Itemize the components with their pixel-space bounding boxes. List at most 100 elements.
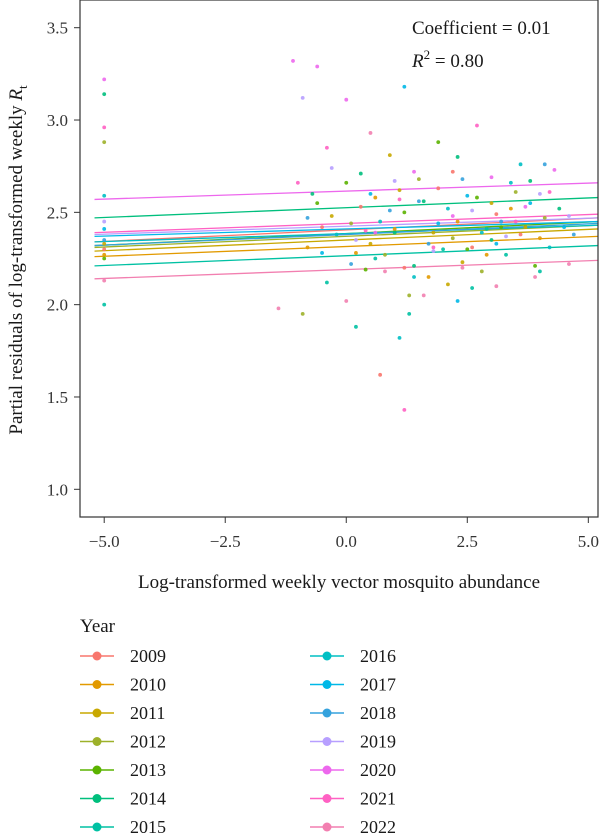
data-point-2009-1 <box>320 225 324 230</box>
y-tick-label-2: 2.0 <box>47 296 68 315</box>
data-point-2011-8 <box>387 153 392 158</box>
data-point-2011-6 <box>489 201 494 206</box>
data-point-2017-6 <box>494 241 499 246</box>
x-tick-label-3: 2.5 <box>457 532 478 551</box>
data-point-2011-2 <box>368 241 373 246</box>
data-point-2010-3 <box>392 227 397 231</box>
data-point-2021-2 <box>324 145 329 150</box>
data-point-2013-7 <box>533 263 537 268</box>
data-point-2015-4 <box>441 247 445 252</box>
data-point-2013-1 <box>315 201 320 206</box>
data-point-2016-3 <box>412 275 416 279</box>
legend-key-dot-2015 <box>92 822 102 832</box>
data-point-2022-5 <box>460 265 465 270</box>
data-point-2010-1 <box>305 245 310 250</box>
data-point-2019-3 <box>392 179 397 183</box>
data-point-2020-5 <box>412 169 416 174</box>
legend-label-2022: 2022 <box>360 817 396 833</box>
y-axis: 1.0 1.5 2.0 2.5 3.0 3.5 <box>47 19 80 499</box>
data-point-2012-9 <box>407 293 412 298</box>
trend-line-2016 <box>94 224 599 243</box>
legend-key-dot-2010 <box>92 680 102 689</box>
x-tick-label-2: 0.0 <box>336 532 357 551</box>
data-point-2018-7 <box>542 162 547 167</box>
trend-line-2018 <box>94 222 599 247</box>
y-axis-title-main: Partial residuals of log-transformed wee… <box>6 101 27 435</box>
x-tick-label-4: 5.0 <box>578 532 599 551</box>
legend-label-2021: 2021 <box>360 789 396 809</box>
data-point-2020-0 <box>102 77 107 82</box>
legend-label-2012: 2012 <box>130 732 166 752</box>
data-point-2015-1 <box>324 280 329 285</box>
data-point-2021-5 <box>431 245 436 250</box>
data-point-2013-3 <box>402 210 407 215</box>
legend-label-2015: 2015 <box>130 817 166 833</box>
trend-line-2020 <box>94 182 599 201</box>
trend-line-2017 <box>94 220 599 237</box>
data-point-2012-7 <box>513 190 518 194</box>
y-axis-title: Partial residuals of log-transformed wee… <box>6 85 30 435</box>
legend-key-dot-2012 <box>92 737 102 746</box>
data-point-2020-7 <box>489 175 494 180</box>
data-point-2009-2 <box>358 204 363 209</box>
legend-key-dot-2013 <box>92 765 102 775</box>
data-point-2016-7 <box>547 245 552 250</box>
data-point-2019-7 <box>538 191 542 196</box>
data-point-2020-2 <box>315 64 320 69</box>
plot-panel-border <box>79 0 599 518</box>
data-point-2010-6 <box>484 252 489 257</box>
legend-key-dot-2021 <box>322 794 332 803</box>
data-point-2013-6 <box>499 225 504 230</box>
data-point-2018-5 <box>460 177 465 182</box>
data-point-2012-5 <box>450 236 455 241</box>
data-point-2011-0 <box>102 241 107 246</box>
trend-line-2012 <box>94 224 599 249</box>
data-point-2021-6 <box>475 123 479 128</box>
x-tick-label-1: −2.5 <box>210 532 241 551</box>
data-point-2010-7 <box>508 206 513 211</box>
data-point-2019-9 <box>329 166 334 170</box>
data-point-2022-7 <box>533 275 537 279</box>
data-point-2009-0 <box>102 247 107 252</box>
data-point-2021-4 <box>397 197 402 202</box>
data-point-2010-0 <box>102 252 107 257</box>
trend-line-2022 <box>94 259 599 280</box>
legend-key-dot-2017 <box>322 680 332 689</box>
data-point-2009-8 <box>378 372 383 377</box>
data-point-2016-9 <box>518 162 523 167</box>
data-point-2020-6 <box>450 214 455 218</box>
data-point-2015-9 <box>484 227 489 231</box>
data-point-2013-8 <box>344 180 349 185</box>
data-point-2013-0 <box>102 256 107 261</box>
legend-key-dot-2018 <box>322 708 332 718</box>
data-point-2014-2 <box>358 171 363 176</box>
data-point-2014-3 <box>392 230 397 235</box>
r2-symbol: R <box>411 51 424 72</box>
data-point-2009-3 <box>402 265 407 270</box>
data-point-2021-7 <box>513 219 518 224</box>
legend-label-2020: 2020 <box>360 760 396 780</box>
legend-key-dot-2014 <box>92 794 102 803</box>
data-point-2016-1 <box>334 232 339 237</box>
legend-key-dot-2016 <box>322 651 332 661</box>
data-point-2013-5 <box>465 247 470 252</box>
data-point-2016-6 <box>508 180 513 185</box>
coefficient-annotation: Coefficient = 0.01 <box>412 18 551 39</box>
data-point-2012-3 <box>383 252 387 257</box>
data-point-2012-6 <box>479 269 484 274</box>
data-point-2018-1 <box>305 215 310 220</box>
legend-label-2009: 2009 <box>130 646 166 666</box>
data-point-2012-1 <box>300 311 305 316</box>
data-point-2014-4 <box>421 199 426 204</box>
data-point-2020-4 <box>373 230 378 235</box>
data-point-2010-4 <box>426 275 431 279</box>
data-point-2009-7 <box>518 232 523 237</box>
data-point-2010-2 <box>354 251 358 255</box>
r2-annotation: R2 = 0.80 <box>411 47 484 72</box>
legend-key-dot-2011 <box>92 708 102 718</box>
data-point-2014-1 <box>310 191 315 196</box>
data-point-2018-3 <box>387 208 392 213</box>
data-point-2010-5 <box>455 219 460 224</box>
data-point-2018-9 <box>416 199 421 204</box>
